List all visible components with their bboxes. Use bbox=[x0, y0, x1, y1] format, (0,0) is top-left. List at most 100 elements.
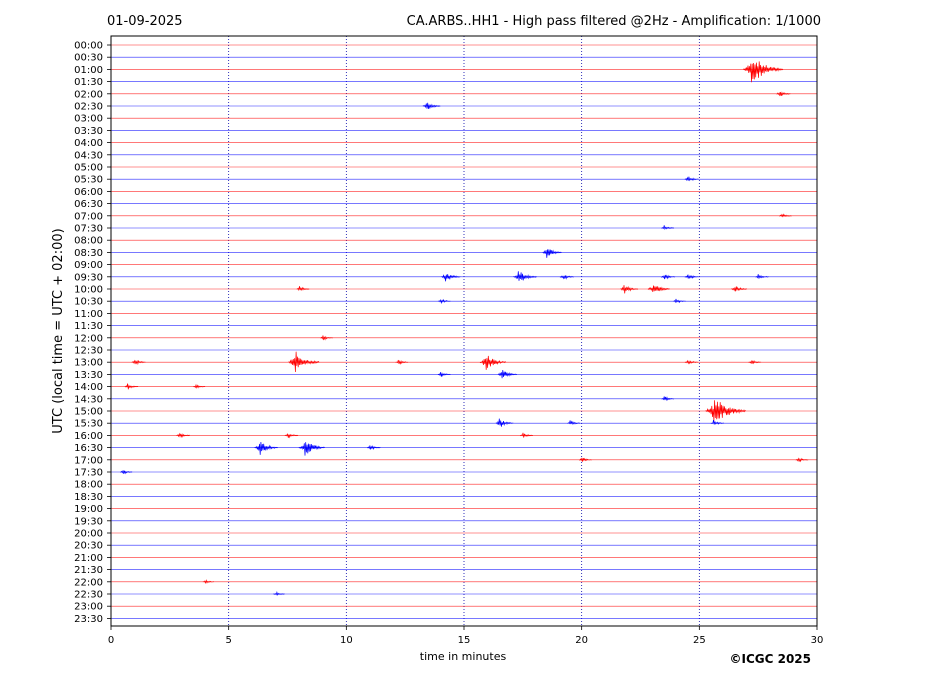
x-tick-label: 20 bbox=[575, 635, 588, 646]
y-axis-label: UTC (local time = UTC + 02:00) bbox=[51, 228, 66, 433]
x-axis-ticks: 0 5 10 15 20 25 30 bbox=[108, 626, 824, 646]
seismic-event bbox=[684, 274, 699, 279]
seismic-event bbox=[497, 369, 517, 379]
y-tick-label: 10:00 bbox=[74, 285, 103, 296]
seismic-event bbox=[254, 441, 278, 455]
y-tick-label: 12:00 bbox=[74, 333, 103, 344]
y-tick-label: 06:30 bbox=[74, 199, 103, 210]
seismic-event bbox=[120, 470, 133, 475]
seismic-event bbox=[684, 359, 699, 365]
y-tick-label: 16:30 bbox=[74, 443, 103, 454]
seismic-event bbox=[193, 383, 206, 389]
seismic-event bbox=[437, 372, 451, 377]
x-tick-label: 25 bbox=[693, 635, 706, 646]
y-tick-label: 22:00 bbox=[74, 577, 103, 588]
seismic-event bbox=[620, 285, 639, 294]
y-tick-label: 03:30 bbox=[74, 126, 103, 137]
seismic-event bbox=[705, 400, 746, 422]
seismic-event bbox=[422, 102, 441, 109]
x-tick-label: 30 bbox=[811, 635, 824, 646]
seismic-event bbox=[367, 445, 381, 450]
y-tick-label: 11:30 bbox=[74, 321, 103, 332]
seismic-events bbox=[120, 61, 809, 596]
y-tick-label: 09:00 bbox=[74, 260, 103, 271]
seismic-event bbox=[661, 396, 675, 402]
x-axis-label: time in minutes bbox=[420, 650, 507, 663]
copyright-label: ©ICGC 2025 bbox=[729, 652, 811, 666]
seismic-event bbox=[748, 359, 762, 365]
seismic-event bbox=[542, 249, 562, 258]
x-tick-label: 15 bbox=[458, 635, 471, 646]
y-tick-label: 05:00 bbox=[74, 163, 103, 174]
seismic-event bbox=[513, 271, 537, 281]
seismic-event bbox=[288, 351, 320, 373]
y-tick-label: 01:00 bbox=[74, 65, 103, 76]
vertical-gridlines bbox=[228, 36, 700, 626]
seismic-event bbox=[578, 457, 592, 462]
y-tick-label: 18:00 bbox=[74, 480, 103, 491]
y-tick-label: 07:00 bbox=[74, 211, 103, 222]
seismic-event bbox=[660, 274, 676, 280]
y-tick-label: 13:00 bbox=[74, 358, 103, 369]
y-tick-label: 21:30 bbox=[74, 565, 103, 576]
x-tick-label: 10 bbox=[340, 635, 353, 646]
y-tick-label: 02:00 bbox=[74, 89, 103, 100]
y-tick-label: 13:30 bbox=[74, 370, 103, 381]
seismic-event bbox=[647, 285, 670, 292]
seismic-event bbox=[131, 359, 146, 366]
y-tick-label: 14:30 bbox=[74, 394, 103, 405]
seismic-event bbox=[776, 91, 791, 97]
y-tick-label: 22:30 bbox=[74, 590, 103, 601]
y-tick-label: 07:30 bbox=[74, 224, 103, 235]
y-tick-label: 20:00 bbox=[74, 529, 103, 540]
y-tick-label: 08:30 bbox=[74, 248, 103, 259]
y-tick-label: 23:30 bbox=[74, 614, 103, 625]
seismic-event bbox=[320, 335, 333, 341]
y-tick-label: 19:00 bbox=[74, 504, 103, 515]
seismic-event bbox=[567, 420, 581, 426]
seismic-event bbox=[284, 433, 299, 439]
y-tick-label: 12:30 bbox=[74, 346, 103, 357]
y-tick-label: 21:00 bbox=[74, 553, 103, 564]
y-tick-label: 04:00 bbox=[74, 138, 103, 149]
y-tick-label: 04:30 bbox=[74, 150, 103, 161]
y-tick-label: 18:30 bbox=[74, 492, 103, 503]
seismic-event bbox=[124, 383, 139, 390]
trace-rows bbox=[111, 44, 817, 619]
y-tick-label: 17:00 bbox=[74, 455, 103, 466]
seismic-event bbox=[495, 418, 514, 427]
chart-title: CA.ARBS..HH1 - High pass filtered @2Hz -… bbox=[407, 14, 821, 29]
y-tick-label: 06:00 bbox=[74, 187, 103, 198]
y-tick-label: 00:30 bbox=[74, 53, 103, 64]
seismic-event bbox=[176, 432, 190, 439]
seismic-event bbox=[296, 286, 310, 292]
seismic-event bbox=[202, 579, 215, 585]
seismic-event bbox=[441, 274, 461, 282]
date-label: 01-09-2025 bbox=[107, 14, 183, 29]
seismic-event bbox=[731, 286, 747, 292]
y-tick-label: 09:30 bbox=[74, 272, 103, 283]
y-tick-label: 00:00 bbox=[74, 41, 103, 52]
y-tick-label: 15:30 bbox=[74, 419, 103, 430]
x-tick-label: 5 bbox=[225, 635, 231, 646]
seismic-event bbox=[273, 591, 285, 596]
y-tick-label: 20:30 bbox=[74, 541, 103, 552]
y-tick-label: 23:00 bbox=[74, 602, 103, 613]
seismic-event bbox=[661, 225, 675, 231]
seismic-event bbox=[395, 359, 409, 365]
y-tick-label: 19:30 bbox=[74, 516, 103, 527]
y-tick-label: 16:00 bbox=[74, 431, 103, 442]
y-tick-label: 11:00 bbox=[74, 309, 103, 320]
seismic-event bbox=[742, 61, 784, 83]
y-tick-label: 10:30 bbox=[74, 297, 103, 308]
y-tick-label: 17:30 bbox=[74, 468, 103, 479]
seismic-event bbox=[559, 275, 575, 280]
y-tick-label: 02:30 bbox=[74, 102, 103, 113]
seismic-event bbox=[710, 419, 725, 425]
y-tick-label: 15:00 bbox=[74, 407, 103, 418]
seismic-event bbox=[755, 274, 769, 279]
seismic-event bbox=[795, 457, 809, 463]
y-tick-label: 03:00 bbox=[74, 114, 103, 125]
